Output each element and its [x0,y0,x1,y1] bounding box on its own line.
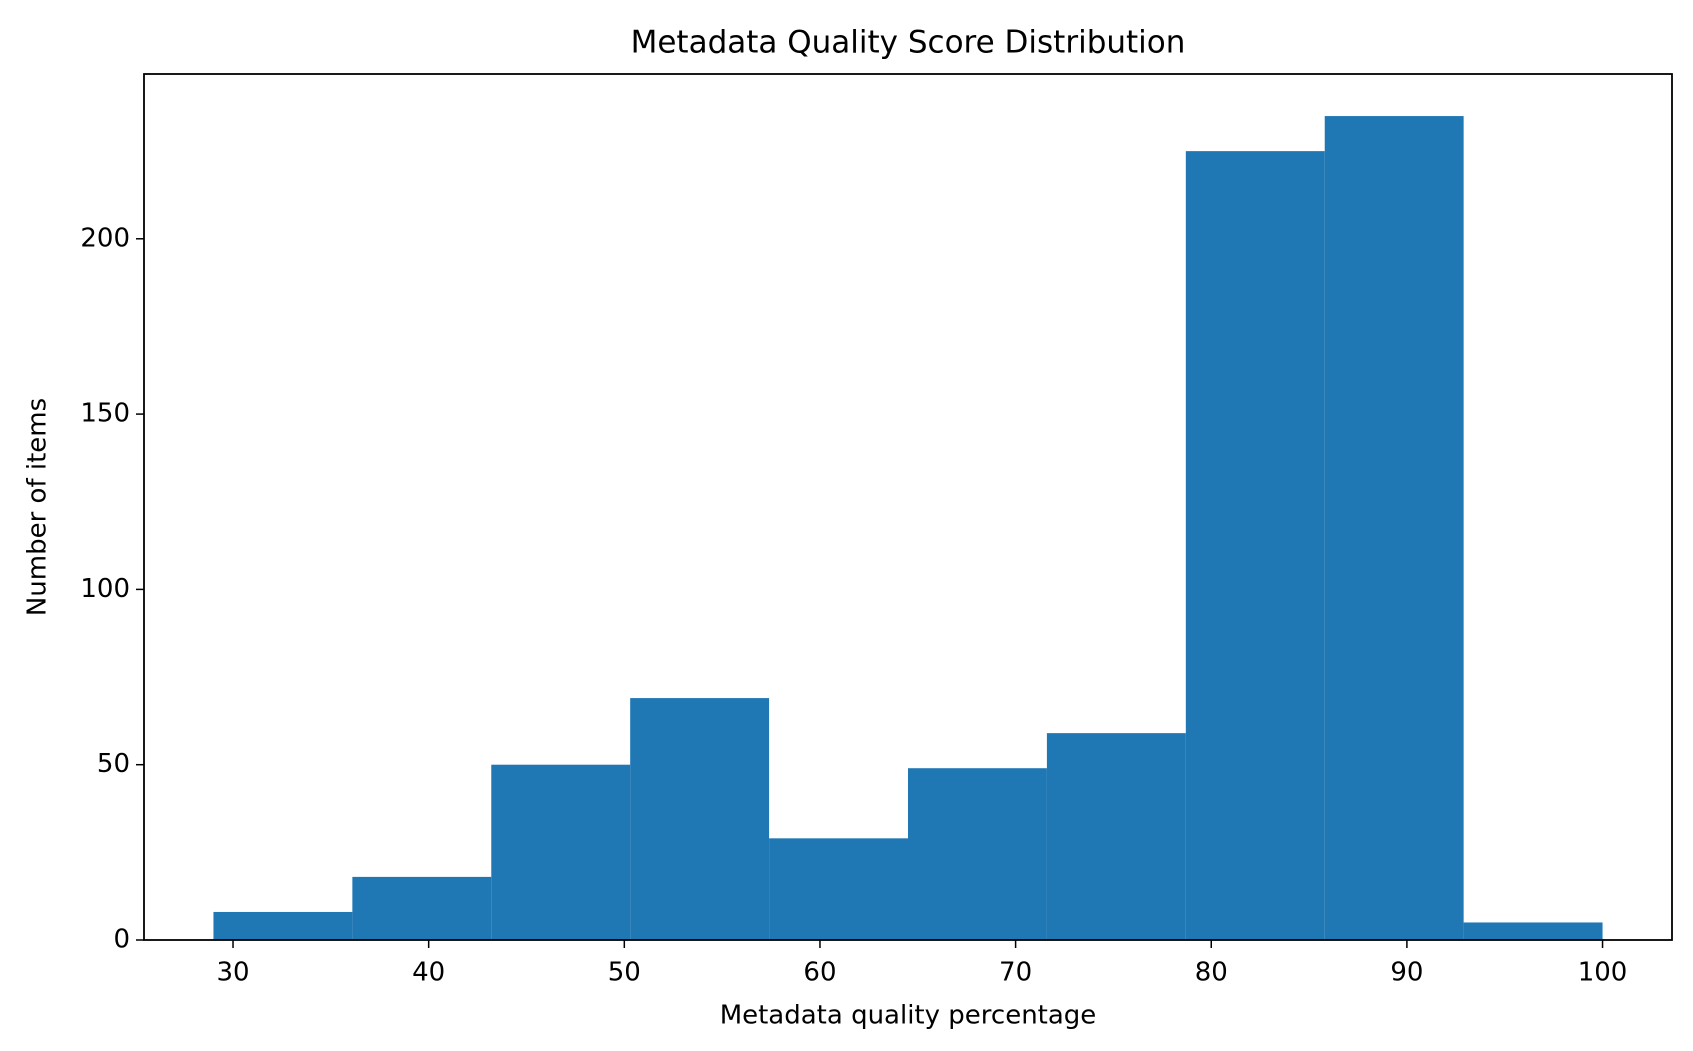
y-tick-label: 100 [80,574,130,604]
x-tick-label: 70 [999,958,1032,988]
x-tick-label: 50 [608,958,641,988]
bar [213,911,353,940]
x-axis-label: Metadata quality percentage [720,1001,1097,1031]
x-tick-label: 60 [803,958,836,988]
bar [352,876,492,940]
x-tick-label: 100 [1578,958,1628,988]
x-tick-label: 40 [412,958,445,988]
bar [1185,151,1325,940]
plot-frame [143,73,1673,941]
bar [908,768,1047,940]
x-tick-label: 80 [1195,958,1228,988]
bar [491,764,631,940]
x-tick-label: 30 [216,958,249,988]
bar [1046,733,1186,940]
bar [1463,922,1603,940]
y-tick-label: 0 [113,925,130,955]
chart-title: Metadata Quality Score Distribution [631,25,1186,61]
y-axis-label: Number of items [23,398,53,616]
bar [630,698,770,940]
bar [1324,116,1464,940]
y-tick-label: 150 [80,399,130,429]
y-tick-label: 50 [97,749,130,779]
y-tick-label: 200 [80,223,130,253]
x-tick-label: 90 [1390,958,1423,988]
bar [769,838,908,940]
